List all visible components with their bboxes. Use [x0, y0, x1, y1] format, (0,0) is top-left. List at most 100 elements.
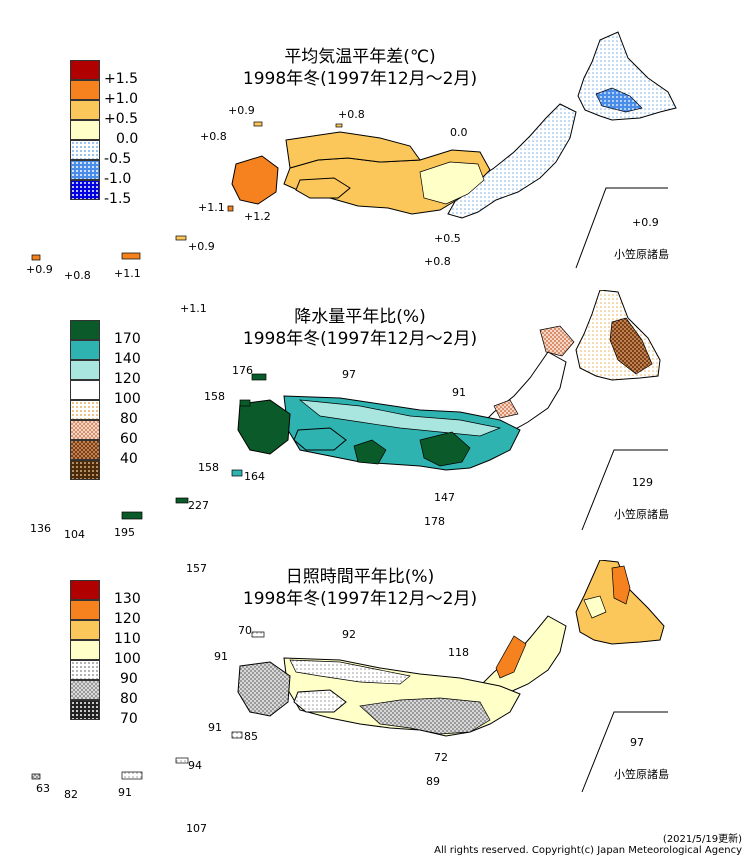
shikoku-region: [293, 689, 347, 713]
kyushu-region: [237, 661, 291, 717]
legend-swatch: [70, 360, 100, 380]
legend-swatch: [70, 380, 100, 400]
station-value: 91: [452, 386, 466, 399]
legend-label: 100: [114, 391, 141, 407]
precipitation-panel: 降水量平年比(%) 1998年冬(1997年12月～2月) 170 140 12…: [0, 290, 750, 575]
tohoku-dry-zone: [493, 399, 519, 419]
hokkaido-high-zone: [611, 565, 631, 605]
station-value: 164: [244, 470, 265, 483]
island: [227, 205, 234, 212]
legend-swatch: [70, 320, 100, 340]
island: [121, 771, 143, 780]
legend-label: 120: [114, 371, 141, 387]
legend-label: +0.5: [104, 111, 138, 127]
legend-label: 60: [120, 431, 138, 447]
station-value: 91: [208, 721, 222, 734]
station-value: 85: [244, 730, 258, 743]
shikoku-region: [295, 177, 351, 199]
legend-swatch: [70, 120, 100, 140]
temperature-map: [31, 31, 677, 269]
station-value: 94: [188, 759, 202, 772]
station-value: 158: [198, 461, 219, 474]
station-value: 63: [36, 782, 50, 795]
ogasawara-inset-frame: [581, 711, 668, 793]
hokuriku-region: [285, 131, 421, 169]
legend-label: 170: [114, 331, 141, 347]
sunshine-map: [31, 560, 668, 793]
ogasawara-label: 小笠原諸島: [614, 508, 669, 521]
hokkaido-mid-zone: [583, 595, 607, 619]
island: [231, 469, 243, 477]
shikoku-region: [293, 427, 347, 451]
island: [31, 773, 41, 780]
kyushu-region: [237, 399, 291, 455]
station-value: 178: [424, 515, 445, 528]
station-value: +0.9: [188, 240, 215, 253]
sunshine-panel: 日照時間平年比(%) 1998年冬(1997年12月～2月) 130 120 1…: [0, 560, 750, 835]
legend-label: +1.5: [104, 71, 138, 87]
station-value: 118: [448, 646, 469, 659]
station-value: 70: [238, 624, 252, 637]
station-value: +0.9: [228, 104, 255, 117]
station-value: 89: [426, 775, 440, 788]
legend-label: 0.0: [116, 131, 139, 147]
hokkaido-cold-zone: [595, 87, 643, 113]
legend-swatch: [70, 680, 100, 700]
station-value: 91: [214, 650, 228, 663]
hokkaido-west-zone: [539, 325, 575, 357]
legend-label: 120: [114, 611, 141, 627]
legend-swatch: [70, 440, 100, 460]
station-value: +0.8: [64, 269, 91, 282]
island: [121, 252, 141, 260]
honshu-north-dim-zone: [289, 659, 411, 685]
precipitation-title: 降水量平年比(%) 1998年冬(1997年12月～2月): [190, 306, 530, 350]
legend-swatch: [70, 400, 100, 420]
legend-swatch: [70, 60, 100, 80]
legend-label: 80: [120, 691, 138, 707]
legend-swatch: [70, 100, 100, 120]
temperature-title: 平均気温平年差(℃) 1998年冬(1997年12月～2月): [190, 46, 530, 90]
kinki-wet-zone: [353, 439, 387, 465]
legend-swatch: [70, 580, 100, 600]
legend-swatch: [70, 660, 100, 680]
station-value: 129: [632, 476, 653, 489]
legend-label: 110: [114, 631, 141, 647]
chubu-zero-zone: [419, 161, 485, 205]
station-value: +0.5: [434, 232, 461, 245]
station-value: 136: [30, 522, 51, 535]
legend-label: -0.5: [104, 151, 132, 167]
island: [121, 511, 143, 520]
legend-label: 70: [120, 711, 138, 727]
legend-swatch: [70, 160, 100, 180]
legend-swatch: [70, 180, 100, 200]
ogasawara-inset-frame: [581, 449, 668, 531]
station-value: 147: [434, 491, 455, 504]
precipitation-title-line2: 1998年冬(1997年12月～2月): [242, 329, 478, 349]
station-value: 157: [186, 562, 207, 575]
legend-label: 90: [120, 671, 138, 687]
island: [239, 399, 251, 407]
hokkaido-region: [575, 560, 665, 645]
legend-swatch: [70, 620, 100, 640]
legend-swatch: [70, 80, 100, 100]
ogasawara-label: 小笠原諸島: [614, 768, 669, 781]
island: [335, 123, 343, 128]
legend-label: 40: [120, 451, 138, 467]
copyright-notice: All rights reserved. Copyright(c) Japan …: [434, 845, 742, 856]
station-value: 107: [186, 822, 207, 835]
sunshine-title-line2: 1998年冬(1997年12月～2月): [242, 589, 478, 609]
island: [251, 373, 267, 381]
legend-label: +1.0: [104, 91, 138, 107]
sunshine-title: 日照時間平年比(%) 1998年冬(1997年12月～2月): [190, 566, 530, 610]
station-value: 158: [204, 390, 225, 403]
honshu-south-dim-zone: [359, 697, 491, 735]
station-value: +0.8: [424, 255, 451, 268]
temperature-title-line1: 平均気温平年差(℃): [284, 47, 436, 67]
island: [31, 254, 41, 261]
legend-label: -1.5: [104, 191, 132, 207]
station-value: 104: [64, 528, 85, 541]
ogasawara-label: 小笠原諸島: [614, 248, 669, 261]
footer: (2021/5/19更新) All rights reserved. Copyr…: [434, 830, 742, 856]
station-value: 97: [342, 368, 356, 381]
island: [231, 731, 243, 739]
